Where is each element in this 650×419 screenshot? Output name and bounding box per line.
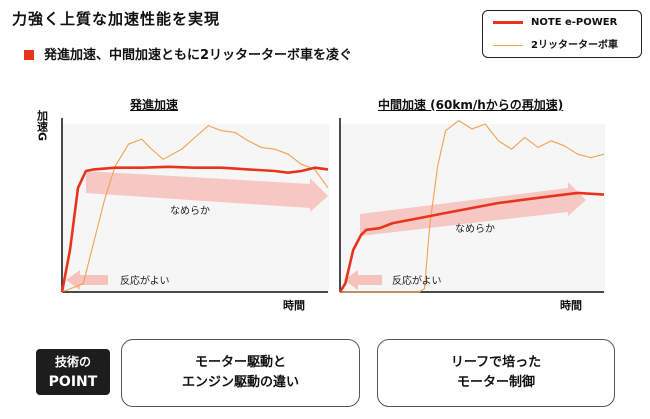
legend-item-turbo: 2リッターターボ車 [493,36,618,51]
page-subtitle: 発進加速、中間加速ともに2リッターターボ車を凌ぐ [24,44,352,63]
page-title: 力強く上質な加速性能を実現 [12,10,221,28]
legend-swatch-turbo [493,44,523,46]
chart2-title: 中間加速 (60km/hからの再加速) [378,98,564,112]
point-box-control: リーフで培った モーター制御 [377,339,615,407]
chart1-response-arrow [66,270,108,290]
chart2-series-turbo [340,120,605,293]
chart1-title: 発進加速 [130,98,179,112]
chart2-x-axis-label: 時間 [560,298,582,312]
chart1-series-turbo [61,125,329,293]
chart2-response-arrow [344,270,382,290]
chart1-x-axis-label: 時間 [283,298,305,312]
point-box-control-line2: モーター制御 [456,375,535,390]
chart2-series-note [338,191,605,293]
badge-line2: POINT [48,374,98,390]
point-box-drive-line2: エンジン駆動の違い [181,375,299,390]
chart1-smooth-label: なめらか [170,205,210,217]
chart1-response-label: 反応がよい [120,274,170,287]
bullet-square-icon [24,50,34,60]
legend-item-note: NOTE e-POWER [493,17,617,28]
chart1-y-axis-label: 加速G [36,109,50,141]
legend-swatch-note [493,20,523,24]
chart1-series-note [60,165,329,293]
chart2-response-label: 反応がよい [392,274,442,287]
chart1-plot-area [61,124,329,293]
tech-point-badge: 技術の POINT [36,349,110,395]
legend-label-turbo: 2リッターターボ車 [531,40,618,51]
chart2-smooth-label: なめらか [455,223,495,235]
subtitle-text: 発進加速、中間加速ともに2リッターターボ車を凌ぐ [44,48,353,63]
legend-label-note: NOTE e-POWER [531,17,618,28]
chart1-smooth-band [86,171,328,212]
chart-legend: NOTE e-POWER 2リッターターボ車 [482,10,642,58]
point-box-control-line1: リーフで培った [450,355,542,370]
point-box-drive-line1: モーター駆動と [194,355,286,370]
point-box-drive: モーター駆動と エンジン駆動の違い [121,339,360,407]
badge-line1: 技術の [54,355,91,369]
